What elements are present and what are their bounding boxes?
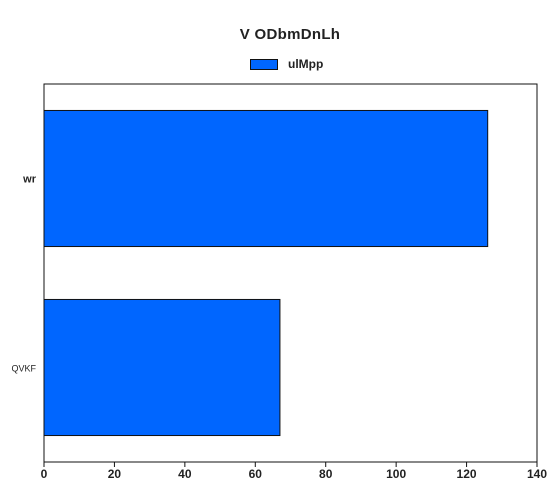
x-tick-label: 100	[386, 467, 406, 481]
x-tick-label: 80	[319, 467, 333, 481]
x-tick-label: 40	[178, 467, 192, 481]
x-tick-label: 20	[108, 467, 122, 481]
legend-swatch	[250, 58, 278, 70]
plot-frame	[43, 83, 538, 463]
bar	[43, 109, 489, 248]
legend-label: ulMpp	[288, 57, 324, 71]
y-tick-label: QVKF	[11, 364, 36, 374]
x-tick-label: 60	[249, 467, 263, 481]
y-tick-label: wr	[22, 174, 37, 186]
bar	[43, 298, 281, 437]
x-tick-label: 0	[41, 467, 48, 481]
legend: ulMpp	[250, 57, 323, 71]
x-tick-label: 140	[527, 467, 547, 481]
chart-title: V ODbmDnLh	[239, 26, 341, 43]
x-tick-label: 120	[457, 467, 477, 481]
